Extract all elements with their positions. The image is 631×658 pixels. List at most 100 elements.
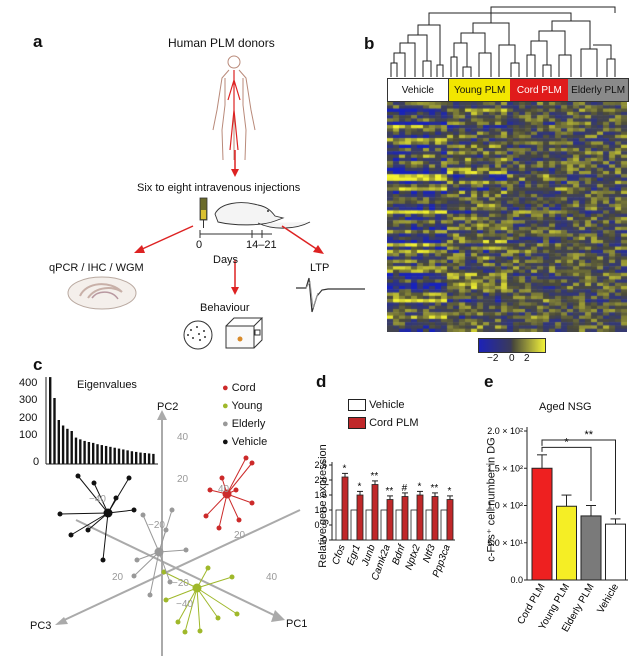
timeline-tick-0: 0 bbox=[196, 239, 203, 251]
pca-point bbox=[140, 512, 146, 518]
pca-link bbox=[177, 587, 198, 623]
d-sig-label: ** bbox=[431, 483, 439, 494]
eigenvalue-bar bbox=[122, 449, 125, 464]
d-bar-vehicle bbox=[395, 509, 403, 541]
e-bar bbox=[531, 467, 553, 581]
legend-vehicle-label: Vehicle bbox=[231, 436, 268, 448]
pca-point bbox=[68, 532, 74, 538]
eigenvalue-bar bbox=[113, 447, 116, 464]
colorbar-tick-2: 2 bbox=[524, 353, 530, 364]
pca-point bbox=[216, 525, 222, 531]
expression-heatmap bbox=[387, 102, 627, 332]
pca-point bbox=[229, 574, 235, 580]
eigenvalue-bar bbox=[57, 420, 60, 464]
d-sig-label: * bbox=[447, 486, 451, 497]
d-sig-label: * bbox=[357, 481, 361, 492]
pca-link bbox=[205, 493, 228, 517]
timeline-tick-end: 14–21 bbox=[246, 239, 277, 251]
e-ytick-label: 1.0 × 10² bbox=[487, 501, 523, 511]
pca-point bbox=[75, 473, 81, 479]
d-sig-label: * bbox=[342, 463, 346, 474]
pca-point bbox=[134, 557, 140, 563]
group-elderly: Elderly PLM bbox=[568, 79, 628, 101]
pca-point bbox=[100, 557, 106, 563]
dendrogram bbox=[390, 6, 616, 77]
pca-link bbox=[142, 514, 160, 553]
pca-point bbox=[167, 579, 173, 585]
pc2-tick-40: 40 bbox=[177, 432, 189, 443]
pca-centroid bbox=[103, 508, 113, 518]
pca-point bbox=[233, 487, 239, 493]
eigenvalue-bar bbox=[61, 425, 65, 464]
eigen-label: Eigenvalues bbox=[77, 379, 137, 391]
vessel-icon bbox=[227, 70, 241, 151]
colorbar-tick-neg2: −2 bbox=[487, 353, 499, 364]
pca-point bbox=[234, 611, 240, 617]
syringe-icon bbox=[199, 197, 208, 228]
pca-point bbox=[243, 455, 249, 461]
pca-cluster bbox=[203, 455, 255, 531]
panel-a-letter: a bbox=[33, 32, 43, 51]
eigen-ytick-0: 0 bbox=[33, 456, 40, 468]
pca-point bbox=[161, 569, 167, 575]
d-bar-cord bbox=[416, 494, 424, 541]
pca-link bbox=[70, 512, 109, 536]
eigenvalue-bar bbox=[49, 377, 52, 464]
panel-d-letter: d bbox=[316, 372, 327, 391]
pc2-tick-neg40: −40 bbox=[176, 599, 193, 610]
eigenvalue-bar bbox=[147, 453, 151, 464]
pc1-tick-20: 20 bbox=[234, 530, 246, 541]
eigenvalue-bar bbox=[109, 446, 112, 464]
d-bar-vehicle bbox=[380, 509, 388, 541]
pca-point bbox=[131, 507, 137, 513]
legend-young-label: Young bbox=[231, 400, 263, 412]
d-legend-vehicle-label: Vehicle bbox=[369, 399, 405, 411]
e-ytick-label: 2.0 × 10² bbox=[487, 426, 523, 436]
d-bar-cord bbox=[341, 476, 349, 541]
d-ytick-label: 0 bbox=[322, 535, 327, 545]
pca-link bbox=[149, 551, 160, 596]
pca-point bbox=[175, 619, 181, 625]
d-ytick-label: 2.5 bbox=[314, 460, 327, 470]
panel-c-letter: c bbox=[33, 355, 43, 374]
legend-cord-label: Cord bbox=[231, 382, 256, 394]
fear-box-icon bbox=[225, 317, 264, 349]
hippocampus-icon bbox=[67, 276, 137, 310]
behaviour-label: Behaviour bbox=[200, 302, 250, 314]
group-cord: Cord PLM bbox=[510, 79, 569, 101]
colorbar bbox=[478, 338, 546, 353]
group-bar: Vehicle Young PLM Cord PLM Elderly PLM bbox=[387, 78, 629, 102]
panel-a-schematic bbox=[67, 55, 365, 350]
eigen-ytick-300: 300 bbox=[19, 394, 38, 406]
open-field-icon bbox=[183, 320, 213, 350]
panel-b-letter: b bbox=[364, 34, 375, 53]
d-bar-vehicle bbox=[335, 509, 343, 541]
pca-link bbox=[226, 457, 247, 495]
pca-point bbox=[85, 527, 91, 533]
eigenvalue-bar bbox=[70, 431, 73, 464]
d-bar-vehicle bbox=[365, 509, 373, 541]
pca-link bbox=[165, 587, 198, 601]
pca-link bbox=[163, 571, 198, 589]
pca-point bbox=[249, 460, 255, 466]
pca-link bbox=[77, 475, 109, 514]
eigenvalue-bar bbox=[79, 439, 82, 464]
eigen-ytick-100: 100 bbox=[19, 429, 38, 441]
eigenvalue-bar bbox=[96, 444, 99, 464]
e-sig-label: ** bbox=[584, 429, 593, 441]
eigenvalue-bar bbox=[53, 398, 56, 464]
eigenvalue-bar bbox=[139, 452, 142, 464]
d-bar-vehicle bbox=[425, 509, 433, 541]
injections-label: Six to eight intravenous injections bbox=[137, 182, 301, 194]
donors-label: Human PLM donors bbox=[168, 36, 275, 50]
pc3-tick-neg40: −40 bbox=[89, 494, 106, 505]
pca-point bbox=[169, 507, 175, 513]
e-category-label: Vehicle bbox=[595, 582, 621, 616]
pc1-tick-40: 40 bbox=[266, 572, 278, 583]
pca-legend: ● Cord ● Young ● Elderly ● Vehicle bbox=[222, 379, 267, 451]
pca-plot bbox=[45, 377, 301, 656]
eigenvalue-bar bbox=[87, 442, 91, 464]
pca-point bbox=[183, 547, 189, 553]
pca-point bbox=[197, 628, 203, 634]
human-figure-icon bbox=[212, 55, 256, 161]
